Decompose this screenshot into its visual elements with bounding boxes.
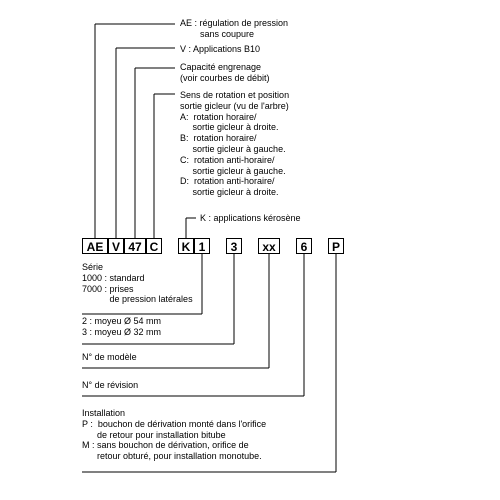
code-cell-1: 1	[194, 238, 210, 254]
code-cell-3: 3	[226, 238, 242, 254]
label-v: V : Applications B10	[180, 44, 260, 55]
code-cell-K: K	[178, 238, 194, 254]
code-cell-AE: AE	[82, 238, 108, 254]
label-k: K : applications kérosène	[200, 213, 301, 224]
label-ae: AE : régulation de pression sans coupure	[180, 18, 288, 40]
code-cell-47: 47	[124, 238, 146, 254]
label-modele: N° de modèle	[82, 352, 137, 363]
code-cell-C: C	[146, 238, 162, 254]
code-cell-xx: xx	[258, 238, 280, 254]
code-cell-V: V	[108, 238, 124, 254]
label-serie: Série 1000 : standard 7000 : prises de p…	[82, 262, 193, 305]
code-cell-P: P	[328, 238, 344, 254]
code-cell-6: 6	[296, 238, 312, 254]
label-sens: Sens de rotation et position sortie gicl…	[180, 90, 289, 198]
label-install: Installation P : bouchon de dérivation m…	[82, 408, 266, 462]
label-revision: N° de révision	[82, 380, 138, 391]
label-cap: Capacité engrenage (voir courbes de débi…	[180, 62, 270, 84]
diagram-canvas: AE : régulation de pression sans coupure…	[0, 0, 500, 500]
label-moyeu: 2 : moyeu Ø 54 mm 3 : moyeu Ø 32 mm	[82, 316, 161, 338]
